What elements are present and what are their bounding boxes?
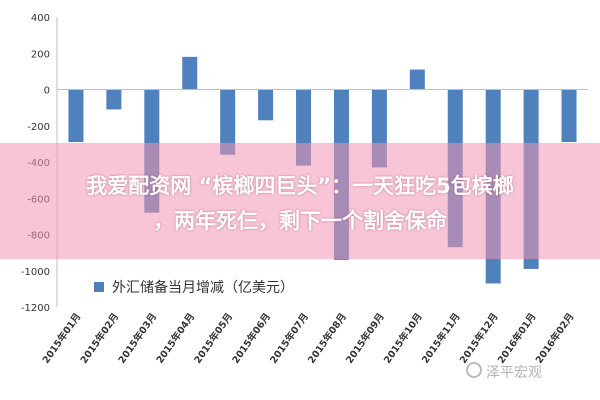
y-tick-label: 200 [31,49,50,60]
x-tick-label: 2015年05月 [192,311,235,366]
x-tick-label: 2015年07月 [268,311,311,366]
x-tick-label: 2015年09月 [343,311,386,366]
chart-legend: 外汇储备当月增减（亿美元） [94,279,294,296]
bar [258,89,274,121]
bar [68,89,84,143]
x-tick-label: 2016年02月 [533,311,576,366]
x-tick-label: 2015年02月 [78,311,121,366]
y-tick-label: -1200 [21,303,50,314]
wechat-icon [466,362,482,378]
bar [182,56,198,90]
y-tick-label: -1000 [21,267,50,278]
bar [409,69,425,90]
legend-label: 外汇储备当月增减（亿美元） [112,279,294,296]
x-tick-label: 2015年04月 [154,311,197,366]
x-tick-label: 2015年11月 [419,311,462,366]
banner-headline-line-2: ，两年死仨，剩下一个割舍保命 [153,209,447,233]
bar [220,89,236,155]
legend-swatch [94,282,104,292]
x-tick-label: 2015年08月 [305,311,348,366]
x-tick-label: 2015年12月 [457,311,500,366]
x-tick-label: 2015年10月 [381,311,424,366]
watermark-text: 泽平宏观 [486,365,542,381]
y-tick-label: -200 [27,122,50,133]
x-tick-label: 2015年01月 [40,311,83,366]
x-tick-label: 2015年06月 [230,311,273,366]
banner-headline-line-1: 我爱配资网 “槟榔四巨头”：一天狂吃5包槟榔 [86,174,514,198]
bar [561,89,577,143]
y-tick-label: 400 [31,13,50,24]
x-tick-label: 2015年03月 [116,311,159,366]
bar [106,89,122,110]
promo-banner [0,143,600,259]
x-tick-label: 2016年01月 [495,311,538,366]
x-axis-tick-labels: 2015年01月2015年02月2015年03月2015年04月2015年05月… [40,311,577,366]
y-tick-label: 0 [44,86,50,97]
